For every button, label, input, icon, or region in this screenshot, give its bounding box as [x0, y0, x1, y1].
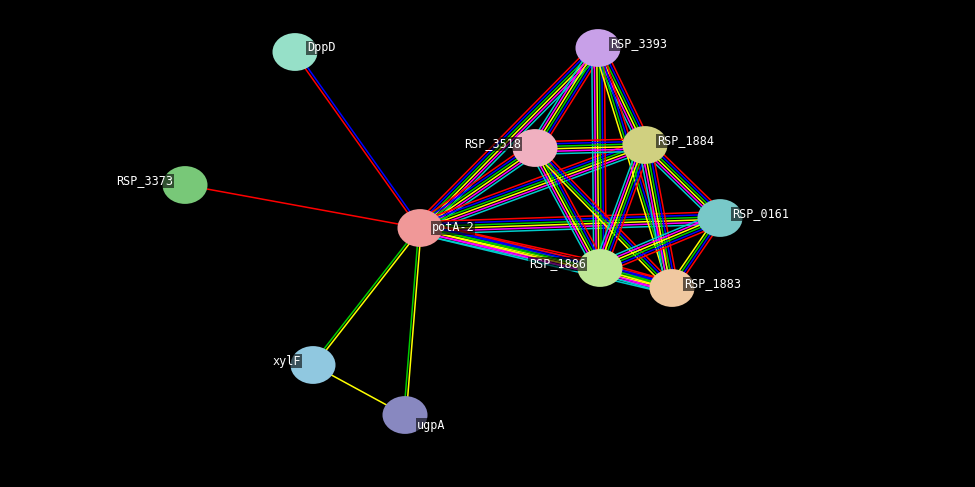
Text: RSP_1886: RSP_1886: [529, 258, 586, 270]
Ellipse shape: [649, 269, 694, 307]
Text: RSP_1883: RSP_1883: [684, 278, 741, 291]
Ellipse shape: [697, 199, 743, 237]
Ellipse shape: [575, 29, 620, 67]
Ellipse shape: [272, 33, 318, 71]
Ellipse shape: [622, 126, 668, 164]
Ellipse shape: [577, 249, 622, 287]
Text: xylF: xylF: [272, 355, 301, 368]
Text: RSP_0161: RSP_0161: [732, 207, 789, 221]
Ellipse shape: [382, 396, 427, 434]
Text: DppD: DppD: [307, 41, 335, 55]
Ellipse shape: [398, 209, 443, 247]
Ellipse shape: [513, 129, 558, 167]
Text: RSP_3393: RSP_3393: [610, 37, 667, 51]
Text: potA-2: potA-2: [432, 222, 475, 235]
Text: RSP_1884: RSP_1884: [657, 134, 714, 148]
Ellipse shape: [163, 166, 208, 204]
Ellipse shape: [291, 346, 335, 384]
Text: RSP_3518: RSP_3518: [464, 137, 521, 150]
Text: RSP_3373: RSP_3373: [116, 174, 173, 187]
Text: ugpA: ugpA: [417, 418, 446, 431]
